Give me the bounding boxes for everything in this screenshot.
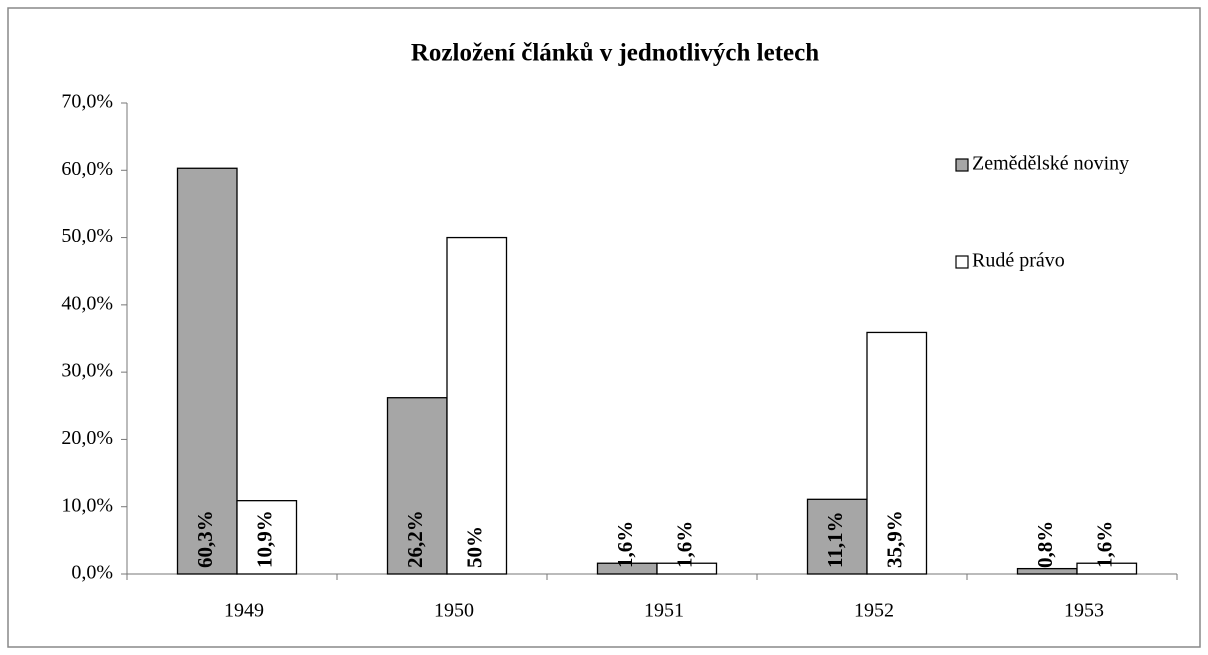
bar — [236, 500, 298, 575]
bar — [446, 236, 508, 575]
y-tick-label: 40,0% — [61, 292, 113, 314]
bar — [656, 562, 718, 575]
bar — [1076, 562, 1138, 575]
y-tick-label: 0,0% — [71, 562, 113, 584]
value-label: 60,3% — [193, 510, 217, 568]
legend-swatch — [955, 255, 969, 269]
bar — [1016, 567, 1078, 575]
y-tick-label: 20,0% — [61, 427, 113, 449]
value-label: 50% — [463, 526, 487, 568]
y-tick-label: 50,0% — [61, 225, 113, 247]
y-tick-label: 70,0% — [61, 91, 113, 113]
value-label: 1,6% — [1093, 521, 1117, 568]
chart-title: Rozložení článků v jednotlivých letech — [411, 40, 819, 67]
value-label: 35,9% — [883, 510, 907, 568]
legend-label: Rudé právo — [972, 250, 1065, 272]
legend-label: Zemědělské noviny — [972, 153, 1129, 175]
value-label: 0,8% — [1033, 521, 1057, 568]
y-tick-label: 10,0% — [61, 494, 113, 516]
x-tick-label: 1953 — [1064, 600, 1104, 622]
x-tick-label: 1951 — [644, 600, 684, 622]
x-tick-label: 1952 — [854, 600, 894, 622]
y-tick-label: 30,0% — [61, 360, 113, 382]
y-tick-label: 60,0% — [61, 158, 113, 180]
value-label: 1,6% — [673, 521, 697, 568]
value-label: 26,2% — [403, 510, 427, 568]
bar — [866, 331, 928, 575]
bar — [386, 397, 448, 575]
legend-swatch — [955, 158, 969, 172]
x-tick-label: 1950 — [434, 600, 474, 622]
value-label: 10,9% — [253, 510, 277, 568]
bar — [176, 167, 238, 575]
value-label: 11,1% — [823, 511, 847, 568]
x-tick-label: 1949 — [224, 600, 264, 622]
bar — [806, 498, 868, 575]
value-label: 1,6% — [613, 521, 637, 568]
